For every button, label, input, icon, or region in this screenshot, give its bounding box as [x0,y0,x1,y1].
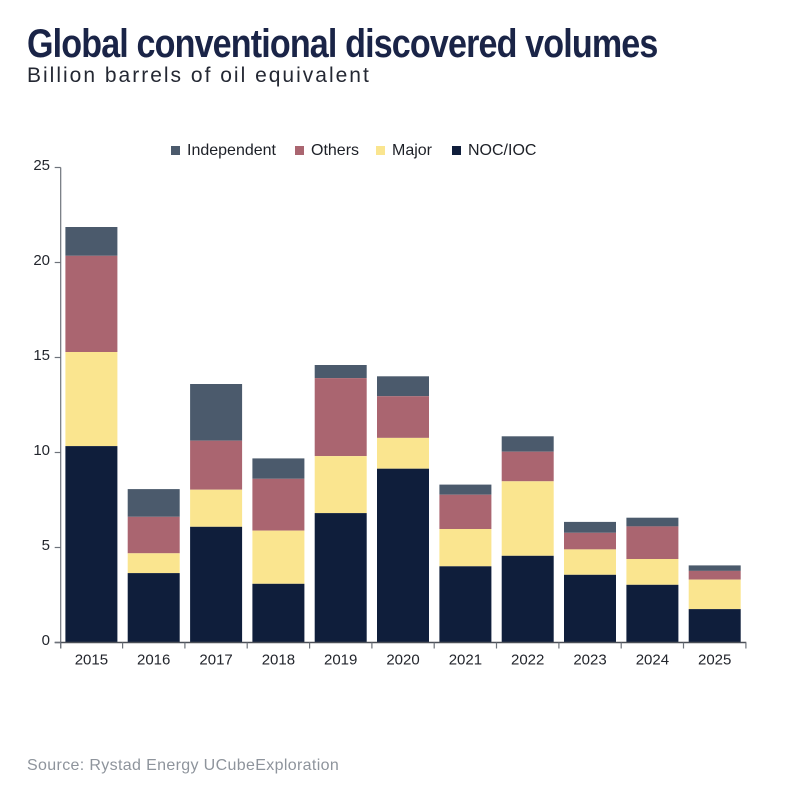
svg-text:20: 20 [33,252,50,269]
svg-text:2018: 2018 [262,652,295,669]
svg-text:2017: 2017 [199,652,232,669]
svg-text:0: 0 [42,632,50,649]
svg-text:2016: 2016 [137,652,170,669]
svg-text:2015: 2015 [75,652,108,669]
svg-text:15: 15 [33,347,50,364]
svg-text:25: 25 [33,157,50,174]
svg-text:2024: 2024 [636,652,669,669]
svg-text:2020: 2020 [386,652,419,669]
svg-text:10: 10 [33,442,50,459]
svg-text:2019: 2019 [324,652,357,669]
svg-text:2022: 2022 [511,652,544,669]
svg-text:5: 5 [42,537,50,554]
svg-text:2021: 2021 [449,652,482,669]
svg-text:2023: 2023 [573,652,606,669]
svg-text:2025: 2025 [698,652,731,669]
